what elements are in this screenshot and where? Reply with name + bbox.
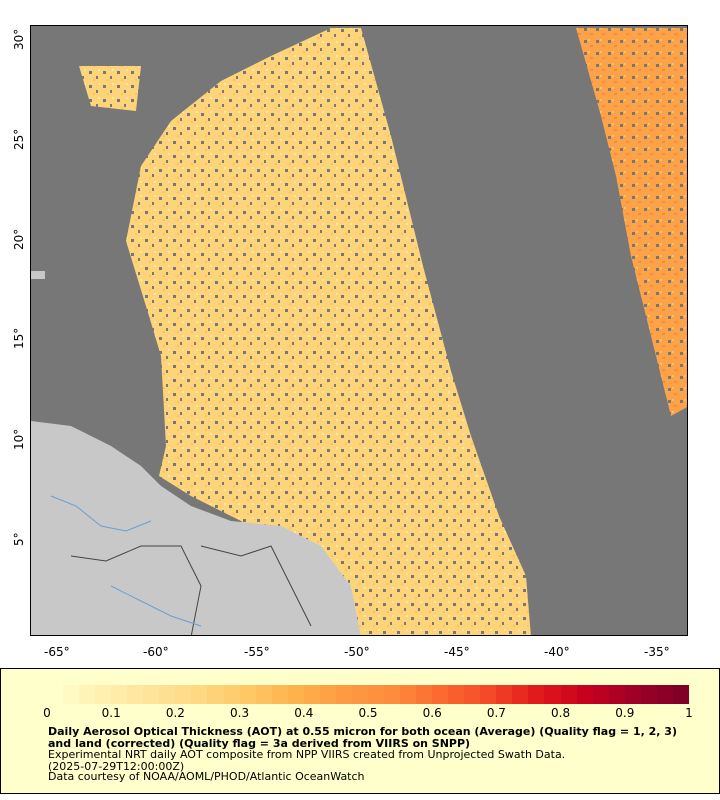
colorbar-segment bbox=[271, 685, 288, 704]
lat-tick-label: 5° bbox=[12, 532, 26, 546]
lat-tick-label: 20° bbox=[12, 228, 26, 250]
lon-tick-label: -55° bbox=[244, 645, 270, 659]
colorbar-tick-label: 0.1 bbox=[101, 706, 121, 720]
colorbar-tick-label: 0.7 bbox=[486, 706, 506, 720]
colorbar-segment bbox=[432, 685, 449, 704]
aot-patch-northwest bbox=[79, 66, 141, 111]
aot-map bbox=[31, 28, 687, 635]
colorbar-tick-label: 0.6 bbox=[422, 706, 442, 720]
colorbar-segment bbox=[63, 685, 80, 704]
island-caribbean bbox=[31, 271, 45, 279]
colorbar-tick-label: 0.2 bbox=[165, 706, 185, 720]
colorbar-segment bbox=[592, 685, 609, 704]
colorbar-segment bbox=[191, 685, 208, 704]
colorbar-segment bbox=[319, 685, 336, 704]
lon-tick-label: -65° bbox=[44, 645, 70, 659]
colorbar-segment bbox=[335, 685, 352, 704]
colorbar-segment bbox=[512, 685, 529, 704]
colorbar-segment bbox=[239, 685, 256, 704]
land-south-america bbox=[31, 421, 361, 635]
colorbar-segment bbox=[416, 685, 433, 704]
colorbar-segment bbox=[207, 685, 224, 704]
lon-tick-label: -45° bbox=[444, 645, 470, 659]
lat-tick-label: 25° bbox=[12, 128, 26, 150]
colorbar-segment bbox=[351, 685, 368, 704]
colorbar-segment bbox=[624, 685, 641, 704]
colorbar-segment bbox=[159, 685, 176, 704]
colorbar-tick-label: 0.9 bbox=[615, 706, 635, 720]
colorbar-segment bbox=[287, 685, 304, 704]
colorbar-segment bbox=[79, 685, 96, 704]
colorbar-tick-label: 0.4 bbox=[294, 706, 314, 720]
colorbar-segment bbox=[95, 685, 112, 704]
colorbar-segment bbox=[303, 685, 320, 704]
colorbar-segment bbox=[560, 685, 577, 704]
lat-tick-label: 15° bbox=[12, 327, 26, 349]
lat-tick-label: 30° bbox=[12, 28, 26, 50]
colorbar-segment bbox=[608, 685, 625, 704]
colorbar-tick-label: 0 bbox=[43, 706, 51, 720]
legend-credit: Data courtesy of NOAA/AOML/PHOD/Atlantic… bbox=[48, 770, 365, 783]
legend-subtitle-date: (2025-07-29T12:00:00Z) bbox=[48, 760, 185, 773]
colorbar-segment bbox=[367, 685, 384, 704]
legend-subtitle: Experimental NRT daily AOT composite fro… bbox=[48, 749, 688, 773]
country-borders bbox=[70, 545, 202, 635]
lat-tick-label: 10° bbox=[12, 428, 26, 450]
colorbar-segment bbox=[127, 685, 144, 704]
colorbar-segment bbox=[544, 685, 561, 704]
colorbar-tick-label: 0.3 bbox=[230, 706, 250, 720]
colorbar-segment bbox=[255, 685, 272, 704]
colorbar-segment bbox=[448, 685, 465, 704]
legend-subtitle-line: Experimental NRT daily AOT composite fro… bbox=[48, 748, 566, 761]
colorbar-segment bbox=[143, 685, 160, 704]
colorbar-segment bbox=[383, 685, 401, 704]
lon-tick-label: -60° bbox=[143, 645, 169, 659]
colorbar-segment bbox=[480, 685, 497, 704]
colorbar-segment bbox=[175, 685, 192, 704]
lon-tick-label: -40° bbox=[544, 645, 570, 659]
colorbar-segment bbox=[223, 685, 240, 704]
aot-swath-main bbox=[126, 28, 531, 635]
lon-tick-label: -50° bbox=[344, 645, 370, 659]
colorbar-segment bbox=[47, 685, 64, 704]
colorbar-segment bbox=[672, 685, 689, 704]
colorbar bbox=[47, 685, 689, 704]
colorbar-tick-label: 1 bbox=[685, 706, 693, 720]
legend-title: Daily Aerosol Optical Thickness (AOT) at… bbox=[48, 725, 677, 750]
lon-tick-label: -35° bbox=[644, 645, 670, 659]
colorbar-tick-label: 0.5 bbox=[358, 706, 378, 720]
colorbar-tick-label: 0.8 bbox=[551, 706, 571, 720]
map-panel bbox=[30, 25, 688, 636]
colorbar-segment bbox=[528, 685, 545, 704]
aot-swath-east bbox=[576, 28, 687, 416]
colorbar-segment bbox=[656, 685, 673, 704]
colorbar-segment bbox=[576, 685, 593, 704]
colorbar-segment bbox=[111, 685, 128, 704]
colorbar-segment bbox=[400, 685, 417, 704]
colorbar-segment bbox=[640, 685, 657, 704]
rivers bbox=[50, 495, 152, 532]
colorbar-segment bbox=[496, 685, 513, 704]
colorbar-segment bbox=[464, 685, 481, 704]
